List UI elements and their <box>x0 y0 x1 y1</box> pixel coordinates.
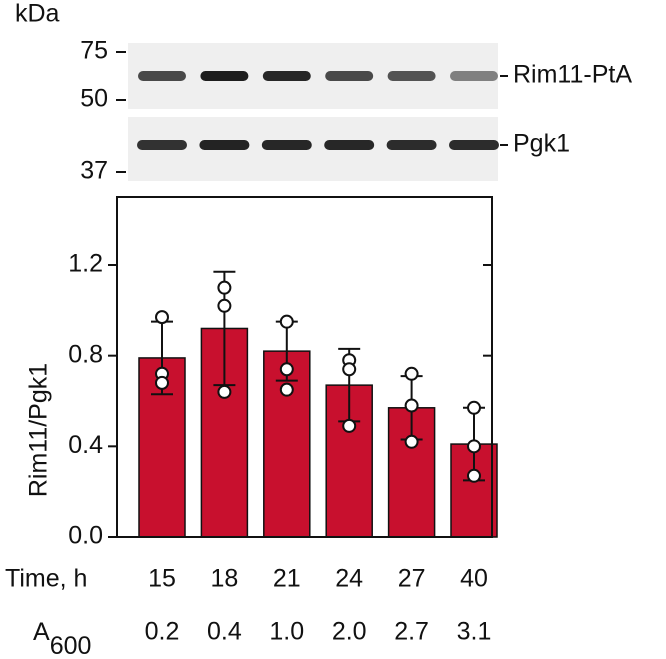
blot-band <box>261 140 312 150</box>
data-point <box>404 366 419 381</box>
band-label: Pgk1 <box>513 130 570 158</box>
marker-label: 50 <box>80 85 108 113</box>
x-tick-label: 27 <box>398 565 426 593</box>
blot-band <box>387 71 436 81</box>
a600-label: 3.1 <box>457 618 492 646</box>
data-point <box>279 314 294 329</box>
x-tick-label: 15 <box>148 565 176 593</box>
data-point <box>467 439 481 454</box>
blot-panel <box>128 117 498 181</box>
data-point <box>404 398 419 413</box>
x-tick-label: 40 <box>460 565 488 593</box>
blot-band <box>324 140 375 150</box>
blot-band <box>200 71 249 81</box>
y-tick-label: 1.2 <box>68 250 103 278</box>
y-tick-label: 0.8 <box>68 340 103 368</box>
plot-frame <box>116 196 493 538</box>
a600-label: 0.2 <box>145 618 180 646</box>
band-label: Rim11-PtA <box>513 61 632 89</box>
blot-band <box>262 71 311 81</box>
marker-label: 37 <box>80 157 108 185</box>
a600-row-label: A600 <box>33 618 91 659</box>
blot-band <box>325 71 374 81</box>
x-tick-label: 18 <box>210 565 238 593</box>
data-point <box>155 310 169 325</box>
marker-label: 75 <box>80 37 108 65</box>
data-point <box>467 400 481 415</box>
blot-band <box>137 140 187 150</box>
y-tick-label: 0.0 <box>68 522 103 550</box>
data-point <box>155 375 169 390</box>
data-point <box>342 418 357 433</box>
a600-label: 0.4 <box>207 618 242 646</box>
data-point <box>217 298 232 313</box>
data-point <box>217 280 232 295</box>
blot-band <box>199 140 250 150</box>
y-axis-label: Rim11/Pgk1 <box>25 363 53 497</box>
a600-sub: 600 <box>50 632 92 659</box>
blot-band <box>449 140 499 150</box>
blot-unit: kDa <box>15 0 60 28</box>
a600-main: A <box>33 618 50 646</box>
data-point <box>279 362 294 377</box>
a600-label: 1.0 <box>269 618 304 646</box>
blot-band <box>450 71 498 81</box>
time-row-label: Time, h <box>5 565 87 593</box>
a600-label: 2.0 <box>332 618 367 646</box>
data-point <box>404 434 419 449</box>
x-tick-label: 24 <box>335 565 363 593</box>
data-point <box>217 384 232 399</box>
x-tick-label: 21 <box>273 565 301 593</box>
data-point <box>342 362 357 377</box>
blot-panel <box>128 43 498 109</box>
a600-label: 2.7 <box>394 618 429 646</box>
blot-band <box>386 140 437 150</box>
data-point <box>279 382 294 397</box>
blot-band <box>138 71 186 81</box>
y-tick-label: 0.4 <box>68 431 103 459</box>
data-point <box>467 468 481 483</box>
